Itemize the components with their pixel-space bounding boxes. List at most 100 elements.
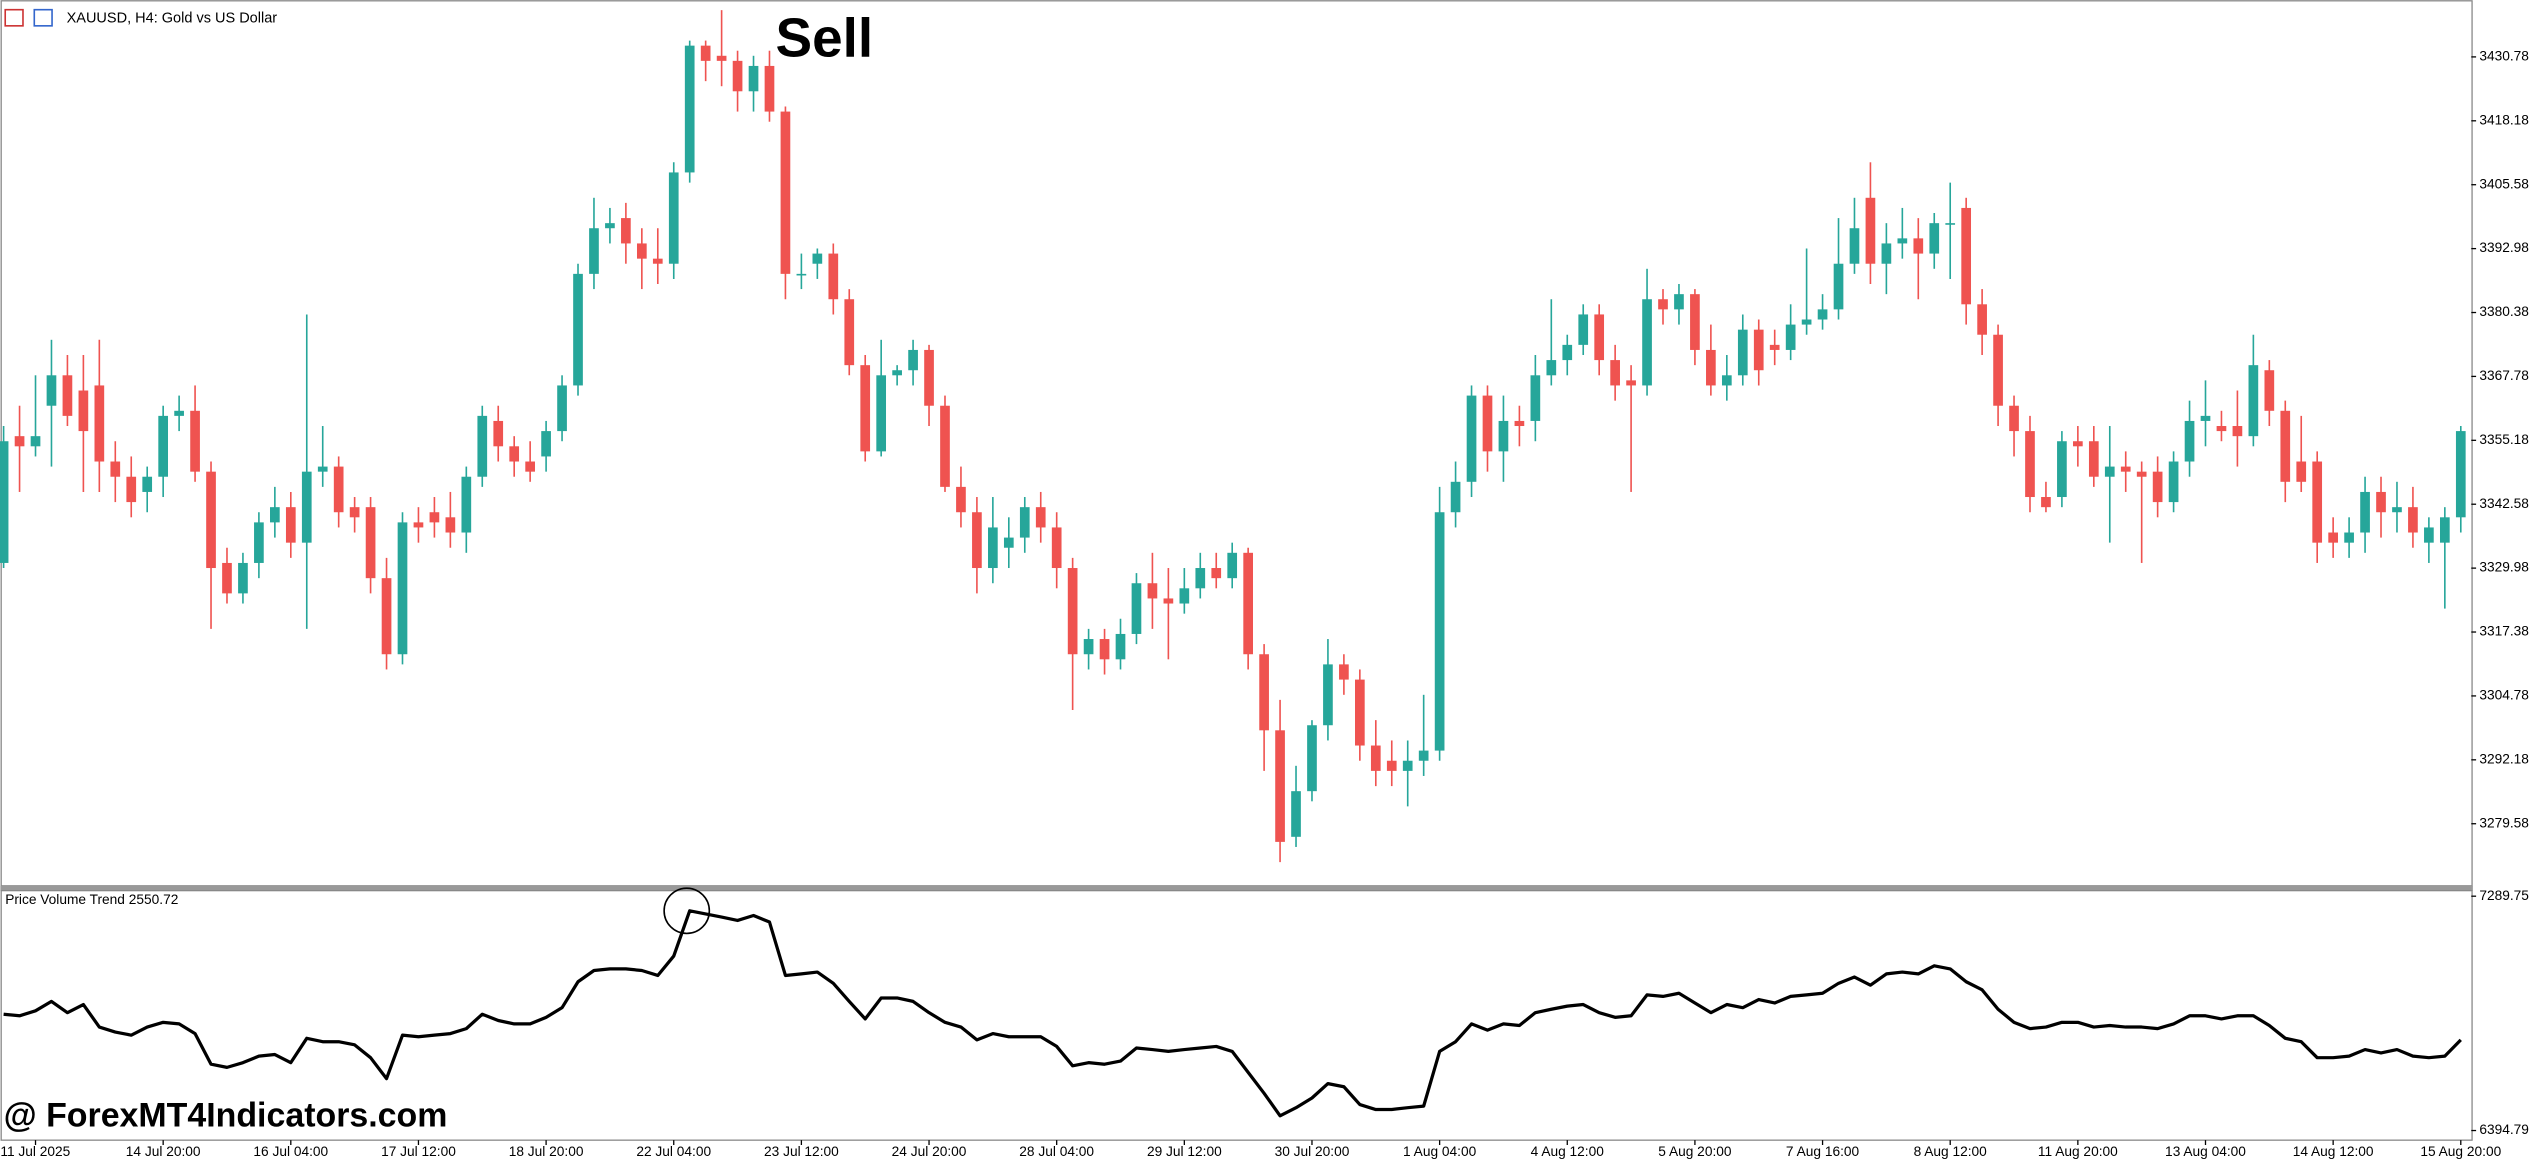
candle-body [605,223,615,229]
y-tick-label: 3342.58 [2479,496,2529,511]
candle-body [1019,507,1030,538]
candle-body [1099,639,1110,660]
x-tick-label: 15 Aug 20:00 [2420,1144,2501,1159]
candle-body [1913,238,1924,254]
candle-body [30,436,41,447]
panel-separator [0,885,2473,891]
candle-body [365,507,376,579]
y-tick-label: 3380.38 [2479,304,2529,319]
candle-body [2216,426,2227,432]
candle-body [1929,223,1940,254]
candle-body [477,415,488,477]
candle-body [876,375,887,452]
y-tick-label: 3367.78 [2479,368,2529,383]
candle-body [2152,471,2163,503]
candle-body [2200,415,2211,421]
y-tick-label: 7289.75 [2479,888,2529,903]
y-tick-label: 3405.58 [2479,176,2529,191]
sell-annotation: Sell [776,6,874,68]
candle-body [844,299,855,366]
candle-body [2057,441,2067,498]
candle-body [1386,760,1397,771]
candle-body [270,507,280,523]
x-tick-label: 14 Jul 20:00 [126,1144,201,1159]
x-tick-label: 24 Jul 20:00 [892,1144,967,1159]
candle-body [2455,431,2466,518]
candle-body [2168,461,2179,503]
candle-body [812,253,823,264]
candle-body [1546,360,1557,376]
icon [33,8,53,27]
candle-body [1514,420,1525,427]
candle-body [2041,497,2051,508]
candle-body [1706,349,1716,386]
x-tick-label: 22 Jul 04:00 [636,1144,711,1159]
x-tick-label: 4 Aug 12:00 [1531,1144,1605,1159]
candle-body [333,466,344,513]
candle-body [2392,507,2402,513]
candle-body [1227,552,1238,579]
candle-body [2344,532,2354,543]
candle-body [1833,263,1844,310]
candle-body [429,512,440,523]
candle-body [2184,420,2195,462]
candle-body [413,522,424,528]
candle-body [1721,375,1732,386]
indicator-panel [0,890,2473,1141]
candle-body [2424,527,2434,543]
candle-body [126,476,137,503]
candle-body [1753,329,1764,371]
candle-body [2296,461,2307,482]
candle-body [2009,405,2019,432]
candle-body [1418,750,1429,761]
candle-body [1658,299,1668,310]
candle-body [1610,360,1620,386]
candle-body [1482,395,1493,452]
candle-body [238,562,248,594]
candle-body [2120,466,2131,472]
candle-body [2264,370,2275,411]
x-tick-label: 14 Aug 12:00 [2293,1144,2374,1159]
symbol-icons [4,8,53,27]
candle-body [1865,197,1876,264]
candle-body [1450,481,1461,513]
candle-body [206,471,216,569]
candle-body [1498,420,1509,452]
pvt-line [3,909,2462,1118]
icon [4,8,24,27]
peak-circle [663,887,711,935]
candle-body [700,45,711,61]
x-tick-label: 16 Jul 04:00 [253,1144,328,1159]
candle-body [1275,730,1285,842]
candle-body [1115,633,1126,660]
candle-body [1051,527,1062,569]
candle-body [1035,507,1046,528]
candle-body [1737,329,1748,376]
candle-body [0,441,9,563]
candle-body [636,243,647,259]
candle-body [1131,583,1142,634]
candle-body [14,436,25,447]
candle-body [748,65,759,92]
candle-body [2360,491,2370,533]
watermark: @ ForexMT4Indicators.com [4,1097,448,1135]
candle-body [493,420,504,447]
candle-body [1993,334,2003,406]
candle-body [2376,491,2386,513]
candle-body [2248,365,2259,437]
candle-body [1067,568,1078,655]
candle-body [254,522,264,563]
candle-body [2232,426,2243,437]
candle-body [461,476,472,533]
candle-body [1434,512,1445,751]
candle-body [1945,223,1956,225]
candle-body [317,466,328,472]
candle-body [1354,679,1365,746]
y-tick-label: 3430.78 [2479,49,2529,64]
candle-body [445,517,456,533]
candle-body [589,228,599,274]
candle-body [732,60,743,92]
candle-body [62,375,73,416]
